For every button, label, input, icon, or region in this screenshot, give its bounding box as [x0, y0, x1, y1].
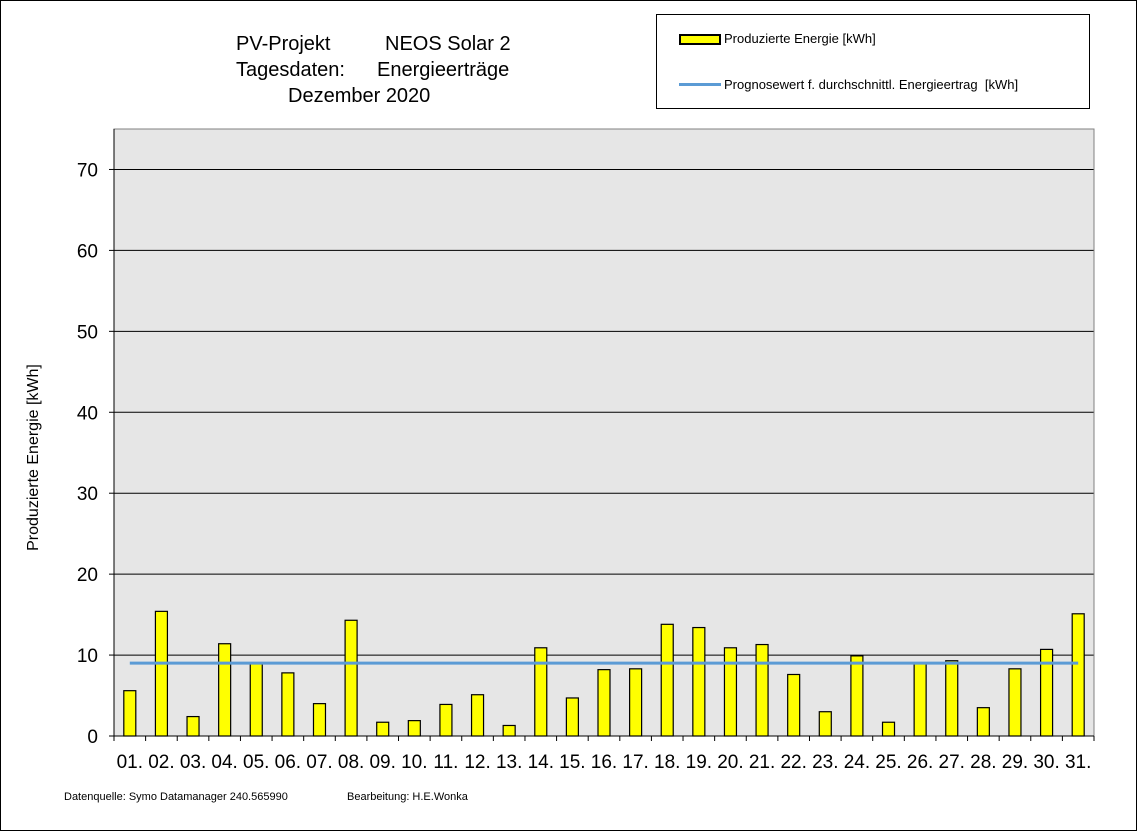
x-tick-label: 26. — [907, 752, 933, 773]
bar-day-16 — [597, 669, 611, 737]
x-tick-label: 13. — [496, 752, 522, 773]
x-tick-label: 18. — [654, 752, 680, 773]
bar-day-24 — [850, 655, 864, 737]
y-axis-title: Produzierte Energie [kWh] — [25, 364, 42, 551]
x-tick-label: 23. — [812, 752, 838, 773]
bar-day-23 — [818, 711, 832, 737]
x-tick-label: 11. — [433, 752, 458, 773]
x-tick-label: 08. — [338, 752, 364, 773]
bar-day-26 — [913, 662, 927, 737]
bar-day-21 — [755, 643, 769, 737]
y-tick-label: 30 — [77, 484, 98, 505]
x-tick-label: 19. — [686, 752, 712, 773]
plot-area — [114, 129, 1094, 736]
bar-day-30 — [1039, 648, 1054, 737]
x-tick-label: 07. — [306, 752, 332, 773]
x-tick-label: 05. — [243, 752, 269, 773]
bar-day-10 — [407, 720, 421, 737]
x-tick-label: 30. — [1033, 752, 1059, 773]
bar-day-1 — [123, 690, 137, 737]
bar-day-2 — [154, 610, 169, 737]
x-tick-label: 27. — [939, 752, 965, 773]
bar-day-9 — [376, 721, 390, 737]
bar-day-15 — [565, 697, 579, 737]
footer-source: Datenquelle: Symo Datamanager 240.565990 — [64, 791, 288, 803]
x-tick-label: 02. — [148, 752, 174, 773]
legend-bar-swatch — [679, 34, 721, 45]
y-tick-label: 50 — [77, 322, 98, 343]
chart-title-line1-left: PV-Projekt — [236, 33, 331, 55]
x-tick-label: 06. — [275, 752, 301, 773]
x-tick-label: 28. — [970, 752, 996, 773]
chart-title-line2-right: Energieerträge — [377, 59, 510, 81]
x-tick-label: 14. — [528, 752, 554, 773]
bar-day-22 — [787, 673, 801, 737]
bar-day-20 — [723, 647, 738, 737]
x-tick-label: 21. — [749, 752, 775, 773]
y-tick-label: 40 — [77, 403, 98, 424]
bar-day-7 — [312, 703, 327, 737]
x-tick-label: 17. — [622, 752, 648, 773]
legend-line-label: Prognosewert f. durchschnittl. Energieer… — [724, 77, 1019, 92]
x-tick-label: 10. — [401, 752, 427, 773]
chart-title-line3: Dezember 2020 — [288, 85, 431, 107]
x-tick-label: 22. — [780, 752, 806, 773]
chart-title-line1-right: NEOS Solar 2 — [385, 33, 511, 55]
y-tick-label: 20 — [77, 565, 98, 586]
bar-day-14 — [534, 647, 548, 737]
x-tick-label: 09. — [369, 752, 395, 773]
x-tick-label: 20. — [717, 752, 743, 773]
x-tick-label: 04. — [211, 752, 237, 773]
bar-day-28 — [976, 707, 990, 737]
x-tick-label: 16. — [591, 752, 617, 773]
bar-day-6 — [281, 672, 295, 737]
bar-day-29 — [1008, 668, 1022, 737]
bar-day-11 — [439, 703, 453, 737]
y-tick-label: 10 — [77, 646, 98, 667]
bar-day-25 — [881, 721, 896, 737]
x-tick-label: 31. — [1065, 752, 1091, 773]
x-tick-label: 01. — [117, 752, 143, 773]
bar-day-4 — [218, 643, 232, 737]
bar-day-3 — [186, 715, 200, 737]
bar-day-5 — [249, 662, 263, 737]
footer-author: Bearbeitung: H.E.Wonka — [347, 791, 468, 803]
bar-day-31 — [1071, 613, 1085, 737]
y-tick-label: 60 — [77, 241, 98, 262]
bar-day-8 — [344, 619, 358, 737]
bar-day-27 — [945, 660, 959, 737]
x-tick-label: 24. — [844, 752, 870, 773]
x-tick-label: 25. — [875, 752, 901, 773]
y-tick-label: 0 — [87, 727, 98, 748]
chart-title-line2-left: Tagesdaten: — [236, 59, 345, 81]
bar-day-13 — [502, 724, 516, 737]
bar-day-19 — [692, 626, 706, 737]
y-tick-label: 70 — [77, 160, 98, 181]
legend-line-swatch — [679, 83, 721, 86]
bar-day-17 — [629, 668, 643, 737]
bar-day-12 — [470, 694, 485, 737]
x-tick-label: 12. — [464, 752, 490, 773]
legend-bar-label: Produzierte Energie [kWh] — [724, 31, 876, 46]
x-tick-label: 03. — [180, 752, 206, 773]
bar-day-18 — [660, 623, 674, 737]
x-tick-label: 15. — [559, 752, 585, 773]
x-tick-label: 29. — [1002, 752, 1028, 773]
chart-legend: Produzierte Energie [kWh] Prognosewert f… — [656, 14, 1090, 109]
